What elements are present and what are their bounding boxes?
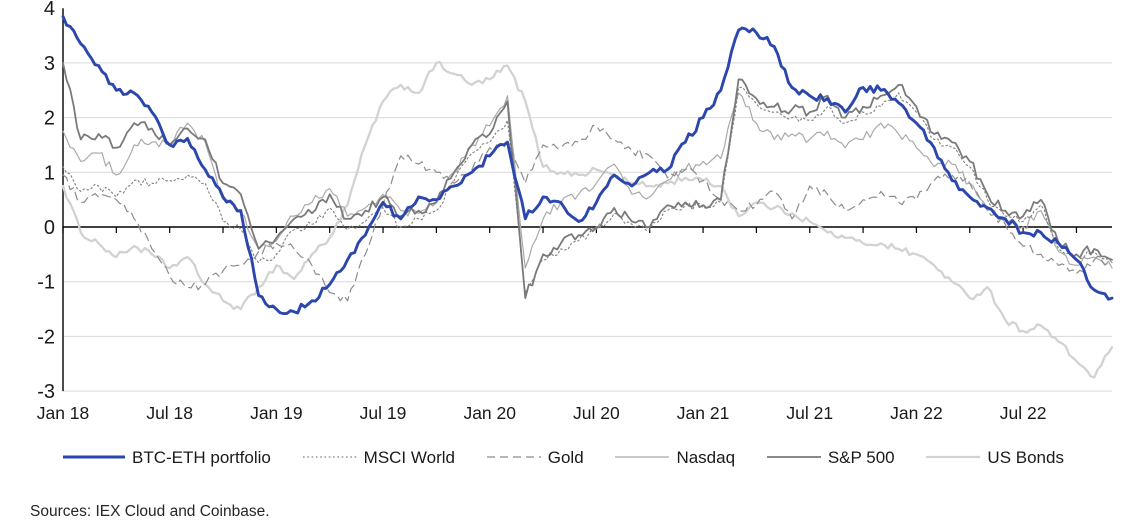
legend-item-s-p-500: S&P 500 xyxy=(766,449,895,466)
legend-label-msci-world: MSCI World xyxy=(363,447,455,467)
legend-label-us-bonds: US Bonds xyxy=(987,447,1064,467)
legend-swatch-s-p-500 xyxy=(766,456,821,458)
series-line-s-p-500 xyxy=(62,62,1113,299)
x-axis-label: Jul 22 xyxy=(1000,403,1047,423)
x-axis-label: Jul 18 xyxy=(146,403,193,423)
legend-label-nasdaq: Nasdaq xyxy=(676,447,736,467)
y-axis-label: 2 xyxy=(44,108,55,130)
legend-item-us-bonds: US Bonds xyxy=(925,449,1064,466)
legend-swatch-gold xyxy=(486,456,541,458)
legend-item-gold: Gold xyxy=(486,449,584,466)
source-note: Sources: IEX Cloud and Coinbase. xyxy=(30,503,270,520)
y-axis-label: 3 xyxy=(44,53,55,75)
legend-item-nasdaq: Nasdaq xyxy=(614,449,735,466)
legend-swatch-msci-world xyxy=(302,456,357,458)
chart-legend: BTC-ETH portfolio MSCI World Gold Nasdaq S&P… xyxy=(62,444,1064,470)
x-axis-label: Jan 22 xyxy=(890,403,943,423)
y-axis-label: -2 xyxy=(37,326,55,348)
series-line-msci-world xyxy=(62,86,1113,294)
legend-label-s-p-500: S&P 500 xyxy=(827,447,895,467)
series-line-us-bonds xyxy=(61,60,1114,379)
y-axis-label: -1 xyxy=(37,272,55,294)
series-line-btc-eth-portfolio xyxy=(61,14,1114,316)
x-axis-label: Jan 20 xyxy=(463,403,516,423)
legend-label-gold: Gold xyxy=(547,447,584,467)
y-axis-label: 1 xyxy=(44,162,55,184)
legend-swatch-btc-eth-portfolio xyxy=(63,455,125,459)
x-axis-label: Jan 18 xyxy=(37,403,90,423)
legend-swatch-us-bonds xyxy=(926,455,981,459)
y-axis-label: -3 xyxy=(37,381,55,403)
legend-item-btc-eth-portfolio: BTC-ETH portfolio xyxy=(62,449,271,466)
x-axis-label: Jul 19 xyxy=(360,403,407,423)
legend-item-msci-world: MSCI World xyxy=(302,449,455,466)
x-axis-label: Jan 21 xyxy=(677,403,730,423)
legend-swatch-nasdaq xyxy=(615,456,670,458)
x-axis-label: Jul 20 xyxy=(573,403,620,423)
x-axis-label: Jul 21 xyxy=(786,403,833,423)
x-axis-label: Jan 19 xyxy=(250,403,303,423)
rolling-sharpe-line-chart: 4 3 2 1 0 -1 -2 -3 Jan 18 Jul 18 Jan 19 Jul 19 Jan 2… xyxy=(37,0,1114,423)
y-axis-label: 0 xyxy=(44,217,55,239)
legend-label-btc-eth-portfolio: BTC-ETH portfolio xyxy=(132,447,271,467)
series-line-gold xyxy=(62,124,1113,302)
y-axis-label: 4 xyxy=(44,0,55,20)
